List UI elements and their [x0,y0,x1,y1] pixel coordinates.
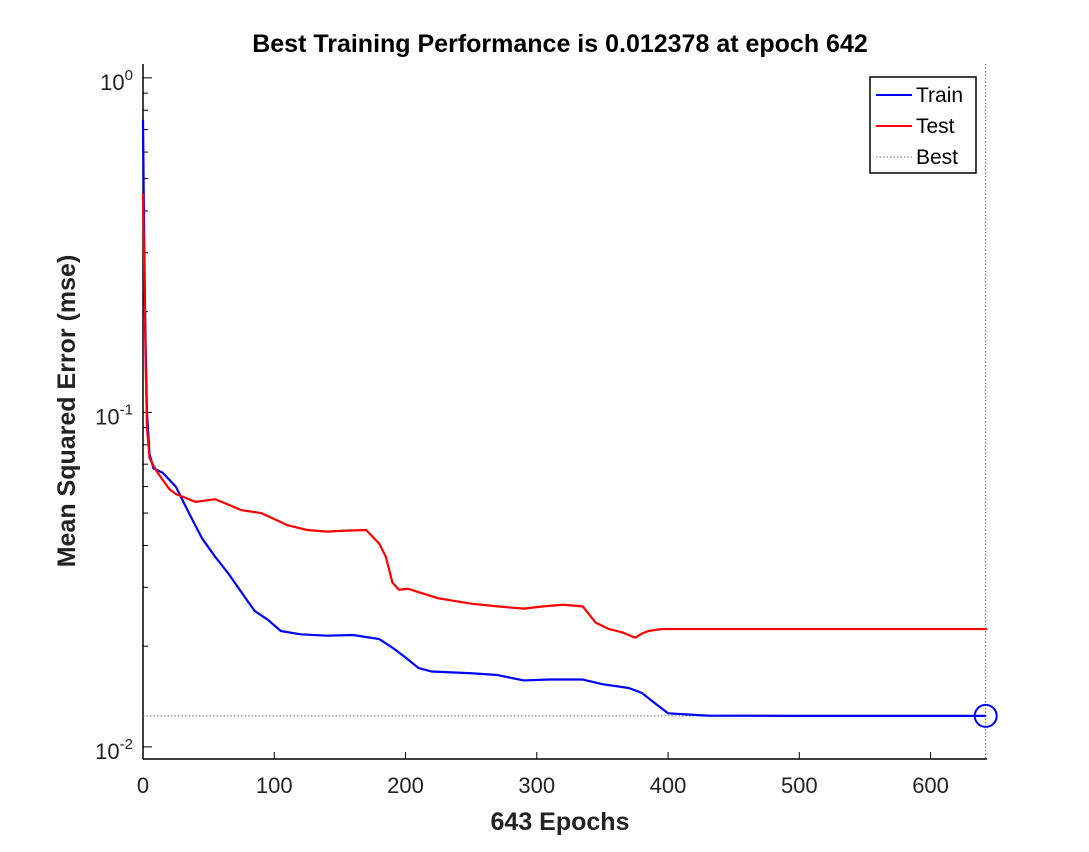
y-axis-label: Mean Squared Error (mse) [53,255,81,568]
legend-label-train: Train [916,84,963,107]
best-marker-circle [973,703,998,728]
x-tick-label: 500 [781,773,818,798]
x-tick-label: 400 [650,773,687,798]
legend: Train Test Best [869,76,977,174]
y-tick-label: 10-2 [95,736,133,764]
series-line-test [141,193,987,639]
x-tick-label: 100 [256,773,293,798]
chart-title: Best Training Performance is 0.012378 at… [252,30,868,58]
x-tick-label: 0 [137,773,149,798]
x-tick-label: 200 [387,773,424,798]
series-line-train [141,119,986,717]
legend-label-test: Test [916,115,955,138]
axes-layer: 0 100 200 300 400 500 600 100 10-1 10-2 [95,64,987,798]
y-tick-label: 100 [100,67,133,95]
x-axis-label: 643 Epochs [491,808,630,836]
x-tick-label: 600 [912,773,949,798]
plot-area [143,64,987,759]
legend-label-best: Best [916,146,958,169]
x-tick-label: 300 [518,773,555,798]
lines-layer [141,64,998,759]
y-tick-label: 10-1 [95,401,133,429]
